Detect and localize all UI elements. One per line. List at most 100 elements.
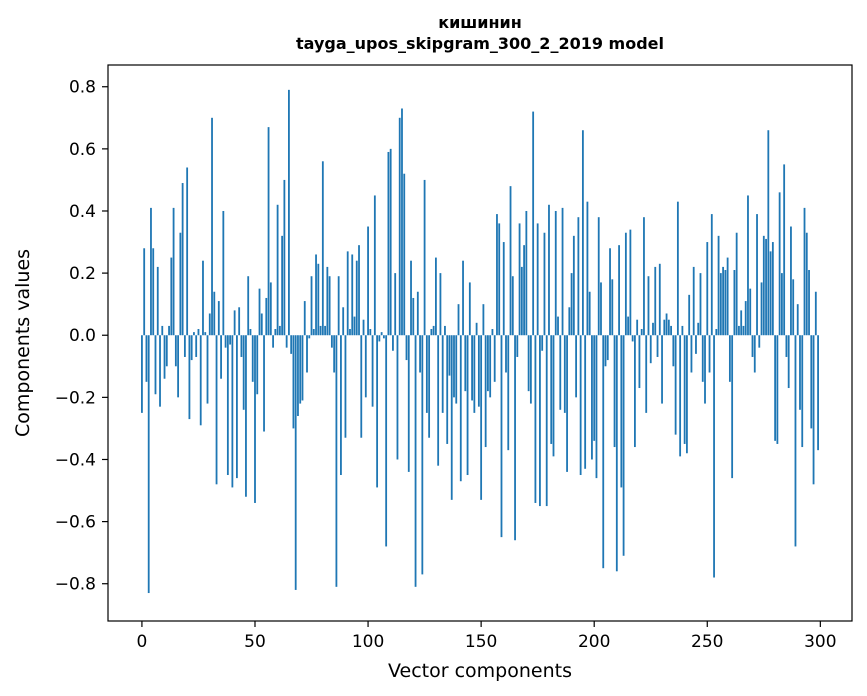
bar [165,335,168,367]
bar [290,335,293,354]
bar [401,108,403,336]
bar [692,266,695,336]
bar [444,325,446,336]
bar [450,335,453,500]
bar [496,214,498,336]
bar [545,335,548,507]
bar [482,304,485,336]
bar [577,217,580,336]
bar [491,329,494,336]
bar [489,335,492,398]
bar [410,260,412,336]
bar [586,201,589,336]
bar [217,301,220,336]
bar [595,335,598,479]
bar [188,335,191,420]
bar [756,214,758,336]
bar [371,335,374,407]
bar [459,335,462,482]
bar [783,164,786,336]
y-tick-label: 0.8 [69,78,96,98]
bar [274,329,277,336]
bar [177,335,180,398]
bar [468,282,471,336]
bar [509,186,512,336]
bar [715,329,718,336]
bar [762,235,765,336]
bar [658,263,661,336]
bar [362,319,365,336]
bar [355,260,358,336]
bar [706,242,709,336]
bar [699,273,702,336]
bar [407,335,410,472]
bar [432,325,435,336]
bar [493,335,496,382]
bar [412,297,415,336]
bar [507,335,510,451]
bar [373,195,376,336]
bar [306,335,308,373]
bar [328,276,331,336]
bar [330,335,333,348]
bar [769,251,772,336]
y-tick-label: 0.0 [69,326,96,346]
bar [679,335,682,457]
bar [335,335,338,587]
bar [701,335,704,382]
x-tick-label: 150 [465,632,497,652]
bar [145,335,148,382]
bar [159,335,161,407]
bar [186,167,189,336]
bar [265,297,268,336]
bar [817,335,819,451]
bar [466,335,469,476]
bar [251,335,254,382]
bar [726,257,729,336]
bar [281,235,284,336]
bar [297,335,299,416]
bar [572,235,575,336]
bar [708,335,711,373]
bar [747,195,749,336]
bar [505,335,507,373]
bar [471,335,473,401]
bar [776,335,779,444]
bar [315,254,317,336]
bar [803,207,806,336]
bar [738,325,740,336]
bar [367,226,369,336]
bar [561,207,564,336]
bar [317,263,320,336]
bar [267,127,270,336]
bar [387,151,390,336]
bar [269,282,272,336]
bar [805,232,808,336]
bar [299,335,302,404]
bar [613,335,616,448]
bar [156,266,159,336]
bar [787,335,790,389]
bar [285,335,288,348]
bar [704,335,706,404]
bar [337,276,340,336]
bar [147,335,150,594]
bar [539,335,541,507]
bar [654,266,657,336]
bar [416,291,419,336]
bar [174,335,177,367]
bar [686,335,688,454]
bar [643,217,645,336]
bar [566,335,568,472]
bar [799,335,801,410]
bar [647,276,650,336]
bar [652,322,654,336]
bar [430,329,433,336]
bar [301,335,304,401]
bar [785,335,788,357]
bar [480,335,483,500]
bar [152,248,155,336]
bar [340,335,342,476]
bar [695,335,697,354]
